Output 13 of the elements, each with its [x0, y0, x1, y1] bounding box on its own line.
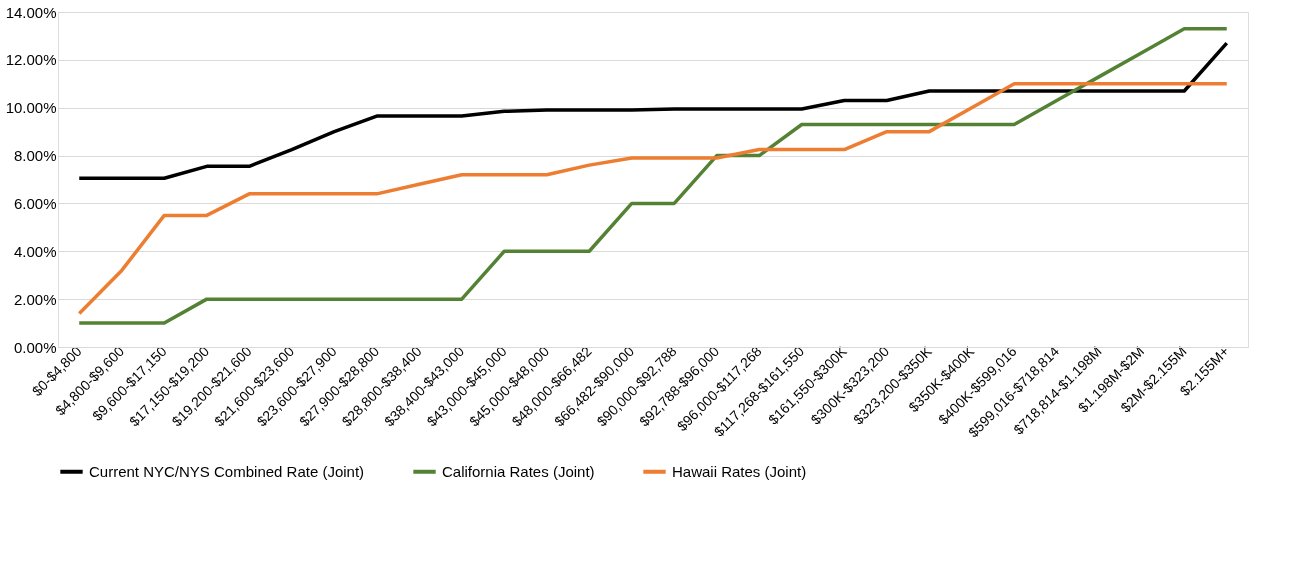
y-tick-label: 12.00% — [5, 51, 57, 69]
y-tick-label: 6.00% — [13, 194, 57, 212]
line-series — [77, 27, 1229, 325]
y-tick-label: 10.00% — [5, 99, 57, 117]
legend-label: California Rates (Joint) — [442, 462, 595, 480]
y-tick-label: 2.00% — [13, 290, 57, 308]
legend-label: Hawaii Rates (Joint) — [672, 462, 807, 480]
y-tick-label: 14.00% — [5, 3, 57, 21]
line-series — [77, 82, 1229, 316]
y-tick-label: 8.00% — [13, 147, 57, 165]
legend-label: Current NYC/NYS Combined Rate (Joint) — [89, 462, 365, 480]
y-tick-label: 4.00% — [13, 242, 57, 260]
line-series — [77, 41, 1229, 181]
